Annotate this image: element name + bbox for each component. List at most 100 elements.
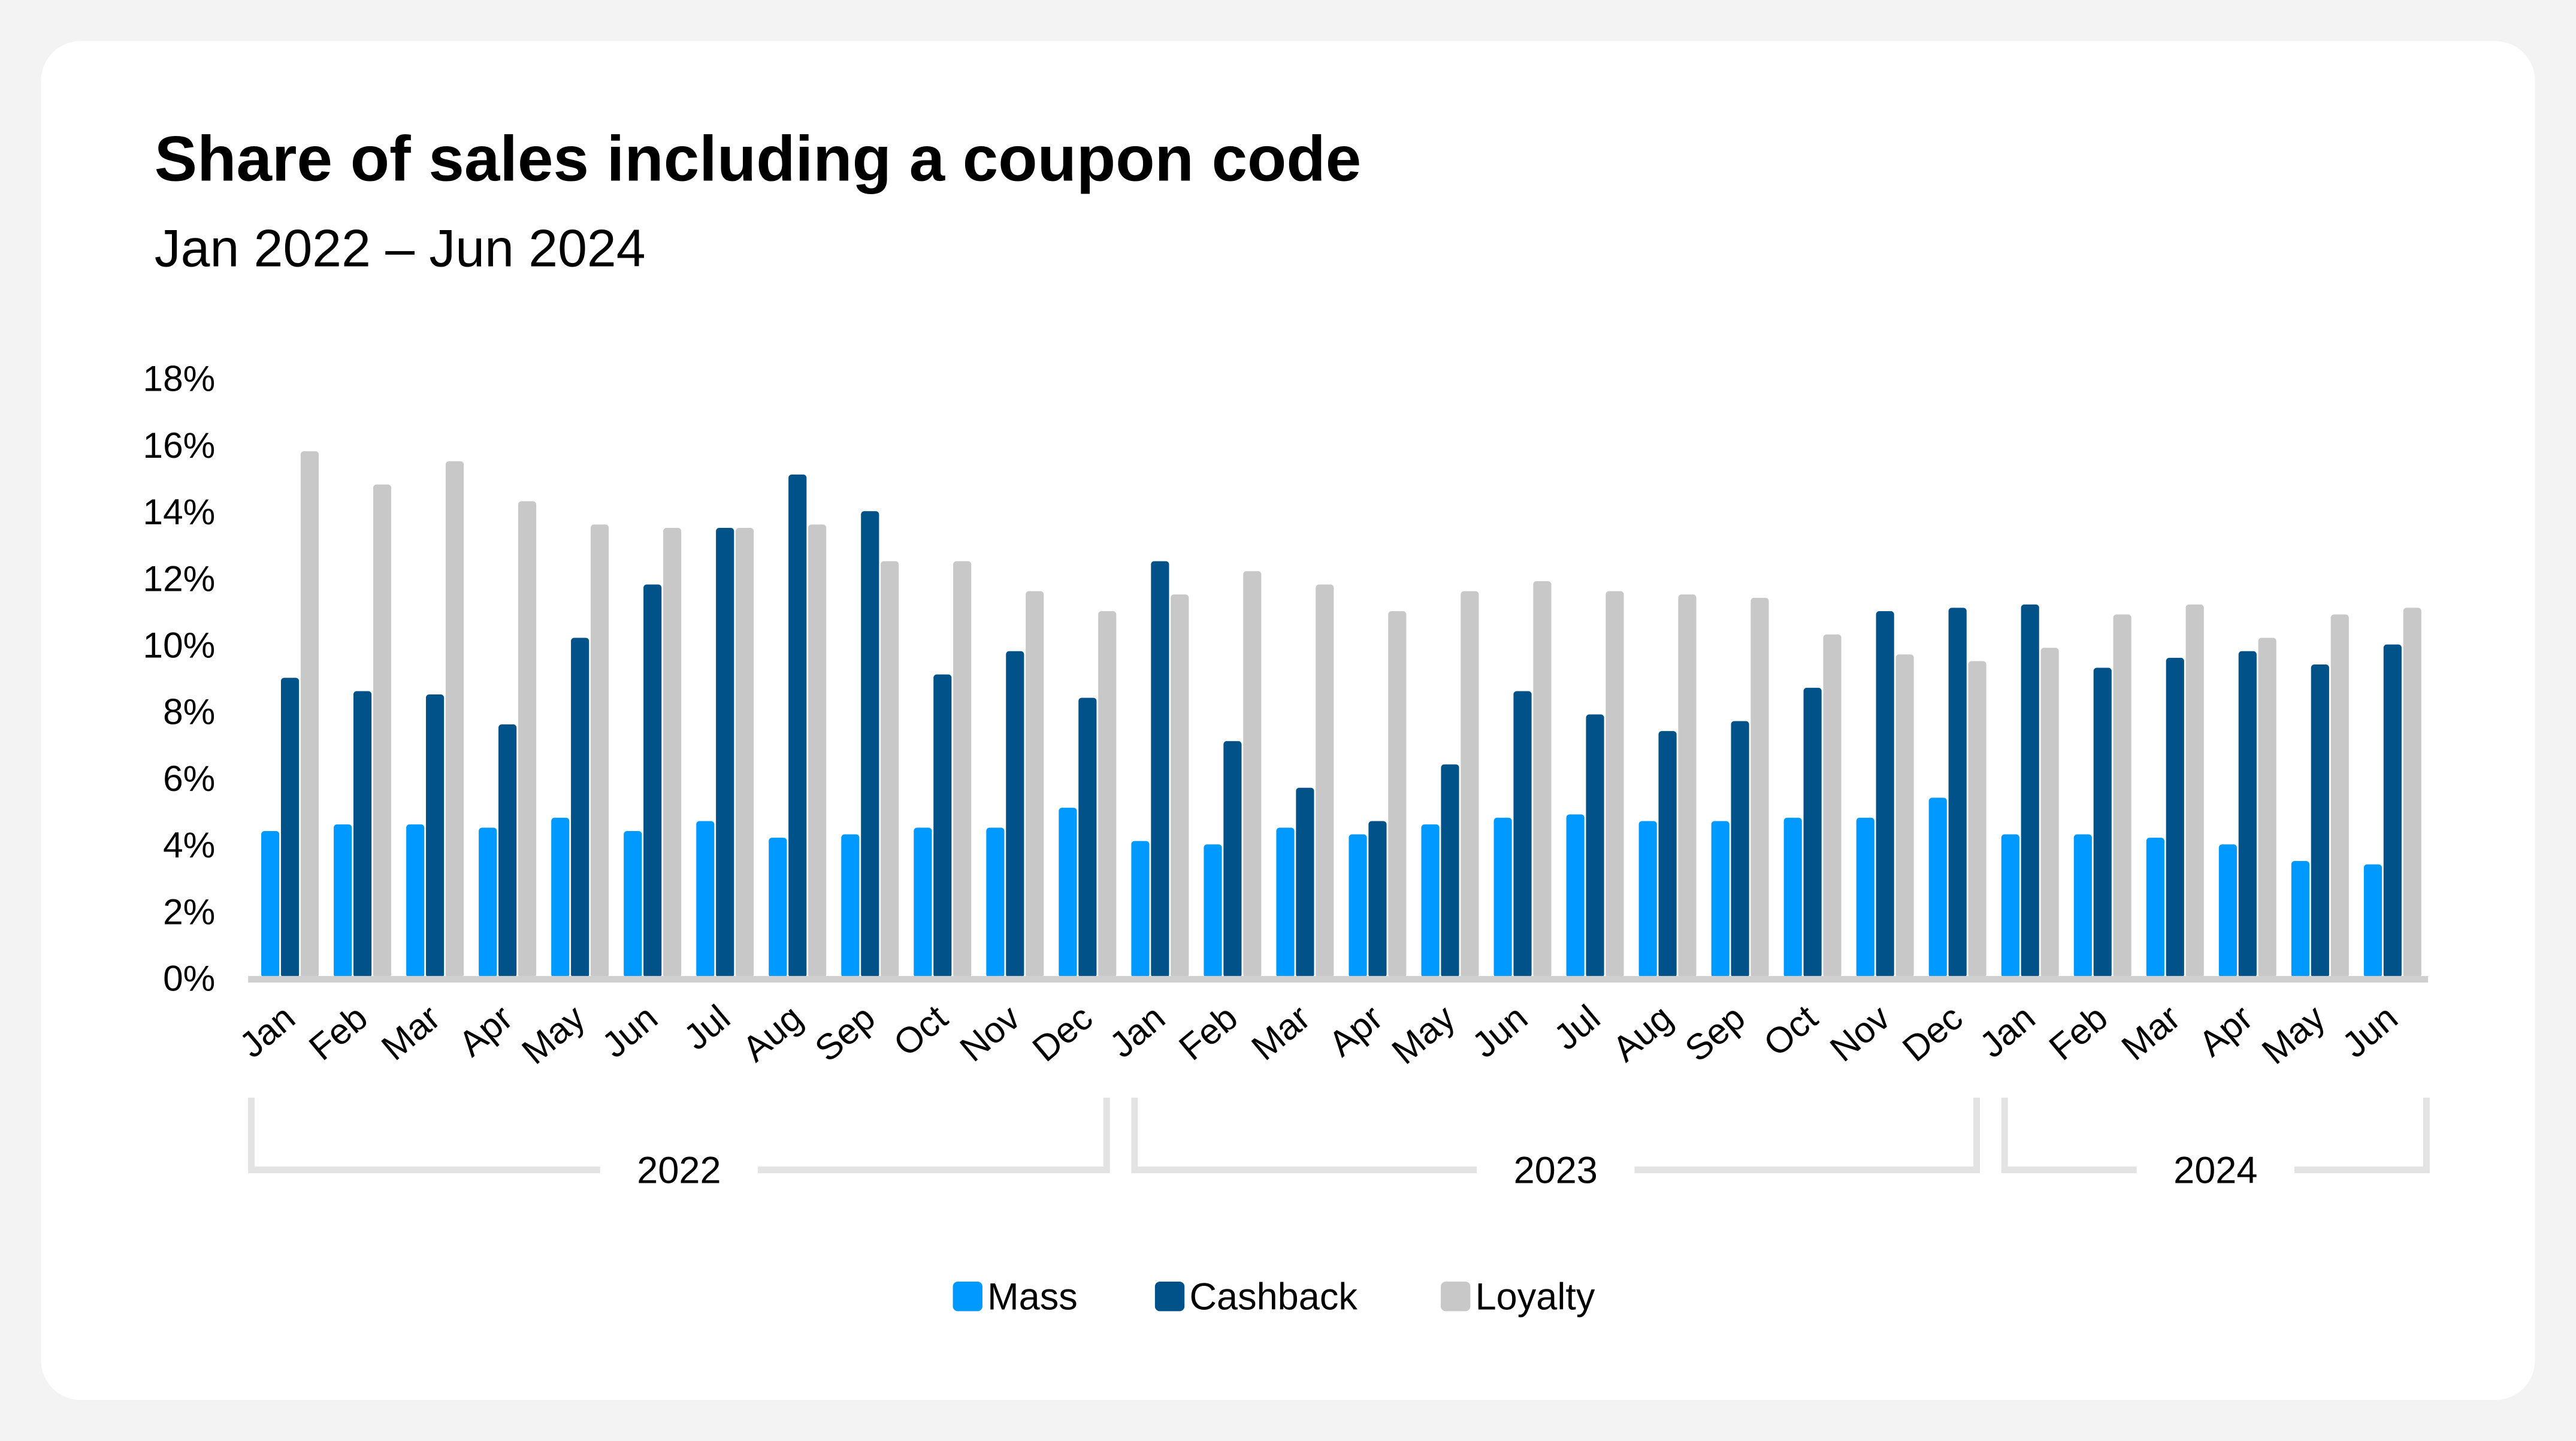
bar-loyalty	[1243, 571, 1262, 978]
bar-mass	[551, 817, 570, 978]
bar-cashback	[2166, 657, 2184, 978]
legend-item-cashback: Cashback	[1154, 1276, 1357, 1318]
bar-mass	[914, 827, 932, 978]
bar-cashback	[353, 691, 372, 978]
chart-title: Share of sales including a coupon code	[155, 123, 1361, 195]
bar-cashback	[2383, 644, 2402, 978]
legend-item-loyalty: Loyalty	[1441, 1276, 1595, 1318]
year-bracket	[2001, 1097, 2430, 1174]
bar-loyalty	[1316, 584, 1334, 978]
bar-loyalty	[300, 451, 319, 978]
bar-mass	[696, 821, 715, 978]
bar-mass	[624, 830, 642, 978]
legend: Mass Cashback Loyalty	[953, 1276, 1595, 1318]
bar-cashback	[861, 511, 879, 978]
bar-loyalty	[2258, 638, 2276, 978]
y-tick-label: 14%	[143, 491, 216, 532]
y-tick-label: 18%	[143, 358, 216, 399]
bar-loyalty	[2403, 608, 2421, 978]
bar-loyalty	[1171, 594, 1189, 978]
legend-swatch	[1154, 1281, 1185, 1312]
bar-cashback	[1296, 787, 1314, 978]
chart-card	[41, 41, 2535, 1400]
bar-mass	[986, 827, 1005, 978]
year-label: 2022	[637, 1149, 721, 1191]
legend-label: Loyalty	[1476, 1276, 1595, 1318]
bar-loyalty	[373, 484, 392, 978]
chart-subtitle: Jan 2022 – Jun 2024	[155, 219, 646, 277]
legend-swatch	[953, 1281, 982, 1312]
bar-cashback	[571, 638, 589, 978]
bar-loyalty	[1750, 597, 1769, 978]
bar-mass	[2291, 861, 2309, 978]
bar-mass	[479, 827, 497, 978]
bar-mass	[1856, 817, 1874, 978]
bar-cashback	[788, 474, 807, 978]
bar-cashback	[2238, 651, 2257, 978]
bar-mass	[2363, 864, 2383, 978]
bar-cashback	[280, 678, 300, 978]
bar-cashback	[1876, 611, 1894, 978]
bar-loyalty	[1678, 594, 1697, 978]
bar-cashback	[1441, 764, 1459, 978]
bar-mass	[261, 830, 280, 978]
bar-mass	[334, 824, 352, 978]
bar-cashback	[643, 584, 662, 978]
y-tick-label: 10%	[143, 625, 216, 666]
bar-cashback	[933, 674, 952, 978]
bar-loyalty	[1606, 591, 1624, 978]
bar-loyalty	[663, 527, 682, 978]
bar-mass	[2146, 838, 2164, 978]
bar-loyalty	[1388, 611, 1407, 978]
bar-loyalty	[1895, 654, 1914, 978]
bar-mass	[1349, 834, 1367, 978]
bar-mass	[1059, 808, 1077, 978]
bar-cashback	[2093, 667, 2112, 978]
y-tick-label: 6%	[163, 758, 215, 799]
y-tick-label: 8%	[163, 691, 215, 732]
y-tick-label: 4%	[163, 824, 215, 865]
bar-mass	[2001, 834, 2019, 978]
bar-cashback	[426, 694, 445, 978]
bar-cashback	[498, 724, 517, 978]
bar-cashback	[1006, 651, 1024, 978]
bar-mass	[1928, 797, 1947, 978]
bar-loyalty	[445, 461, 464, 978]
y-tick-label: 2%	[163, 891, 215, 932]
bar-loyalty	[1823, 634, 1842, 978]
bar-mass	[1204, 844, 1222, 978]
bar-mass	[1566, 814, 1585, 978]
bar-cashback	[1658, 731, 1677, 978]
bar-mass	[1783, 817, 1802, 978]
bar-mass	[841, 834, 860, 978]
bar-cashback	[1368, 821, 1387, 978]
bar-mass	[1638, 821, 1657, 978]
bar-cashback	[1223, 741, 1242, 978]
y-tick-label: 12%	[143, 558, 216, 599]
legend-item-mass: Mass	[953, 1276, 1078, 1318]
bar-mass	[2218, 844, 2237, 978]
bar-cashback	[1586, 714, 1604, 978]
bar-loyalty	[1533, 581, 1552, 978]
bar-cashback	[1803, 687, 1822, 978]
year-bracket	[1131, 1097, 1981, 1174]
year-label: 2023	[1514, 1149, 1598, 1191]
bar-loyalty	[736, 527, 754, 978]
y-axis: 0% 2% 4% 6% 8% 10% 12% 14% 16% 18%	[143, 358, 216, 999]
bar-loyalty	[590, 524, 609, 978]
bar-cashback	[2311, 664, 2329, 978]
bar-loyalty	[1461, 591, 1479, 978]
bar-mass	[1493, 817, 1512, 978]
bar-loyalty	[881, 561, 899, 978]
bar-mass	[1276, 827, 1295, 978]
bar-loyalty	[953, 561, 972, 978]
bar-cashback	[1731, 721, 1749, 978]
bar-mass	[406, 824, 425, 978]
bar-mass	[2073, 834, 2092, 978]
bar-cashback	[716, 527, 734, 978]
year-groups: 2022 2023 2024	[248, 1097, 2430, 1191]
bar-mass	[1131, 841, 1150, 978]
bar-cashback	[1513, 691, 1532, 978]
legend-swatch	[1441, 1281, 1471, 1312]
